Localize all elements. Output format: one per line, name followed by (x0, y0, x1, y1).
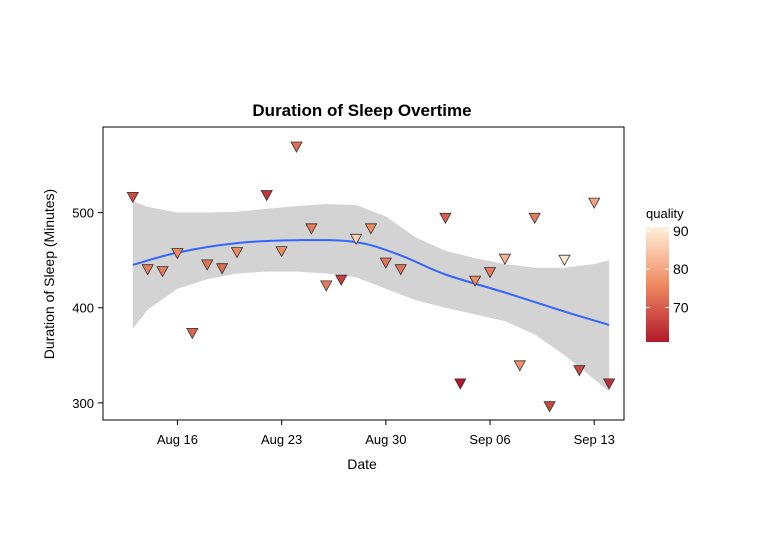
y-tick-label: 400 (72, 301, 94, 316)
data-point (349, 233, 363, 246)
data-point (335, 274, 348, 287)
data-point (215, 263, 229, 275)
y-tick-label: 300 (72, 396, 94, 411)
data-point (528, 212, 541, 225)
confidence-band (132, 201, 610, 392)
data-point (379, 257, 392, 269)
data-point (126, 192, 139, 204)
legend-tick-label: 70 (673, 300, 689, 316)
data-point (305, 223, 318, 235)
y-tick-label: 500 (72, 206, 94, 221)
data-point (141, 264, 154, 276)
smooth-trend-line (132, 239, 610, 326)
data-point (230, 247, 244, 259)
data-point (275, 246, 288, 258)
data-point (201, 259, 214, 271)
x-tick-label: Sep 06 (469, 432, 510, 447)
y-axis-label: Duration of Sleep (Minutes) (41, 189, 57, 359)
data-point (394, 264, 407, 276)
x-tick-label: Aug 30 (365, 432, 406, 447)
data-point (513, 360, 526, 372)
x-tick-label: Aug 23 (261, 432, 302, 447)
data-point (156, 266, 169, 278)
data-point (588, 197, 601, 209)
data-point (260, 190, 273, 202)
color-legend: quality 70 80 90 (646, 206, 689, 342)
data-point (171, 248, 184, 260)
x-axis: Aug 16 Aug 23 Aug 30 Sep 06 Sep 13 (157, 420, 615, 447)
data-point (543, 401, 556, 413)
data-point (498, 253, 512, 266)
y-axis: 300 400 500 (72, 206, 103, 411)
points-layer (126, 141, 616, 413)
data-point (454, 378, 467, 390)
data-point (602, 378, 616, 390)
data-point (364, 223, 378, 235)
smooth-line-layer (132, 239, 610, 326)
data-point (483, 267, 497, 279)
data-point (573, 365, 586, 377)
data-point (186, 328, 199, 340)
x-axis-label: Date (347, 456, 377, 472)
x-tick-label: Aug 16 (157, 432, 198, 447)
data-point (558, 254, 571, 267)
x-tick-label: Sep 13 (574, 432, 615, 447)
confidence-band-layer (132, 201, 610, 392)
chart-title: Duration of Sleep Overtime (252, 101, 471, 120)
legend-color-bar (646, 227, 669, 342)
legend-title: quality (646, 206, 684, 221)
legend-ticks: 70 80 90 (646, 223, 689, 316)
data-point (290, 141, 303, 153)
plot-panel-border (102, 126, 625, 421)
data-point (320, 280, 333, 292)
data-point (468, 275, 482, 287)
legend-tick-label: 90 (673, 223, 689, 239)
data-point (439, 212, 452, 225)
legend-tick-label: 80 (673, 261, 689, 277)
